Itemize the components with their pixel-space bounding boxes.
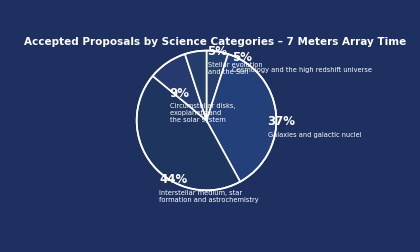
Text: Accepted Proposals by Science Categories – 7 Meters Array Time: Accepted Proposals by Science Categories… — [24, 37, 407, 47]
Text: Stellar evolution
and the Sun: Stellar evolution and the Sun — [208, 62, 262, 75]
Text: 5%: 5% — [232, 51, 252, 64]
Text: 44%: 44% — [159, 173, 187, 186]
Wedge shape — [207, 51, 228, 120]
Text: 9%: 9% — [170, 87, 190, 100]
Text: Cosmology and the high redshift universe: Cosmology and the high redshift universe — [232, 67, 372, 73]
Text: Circumstellar disks,
exoplanets and
the solar system: Circumstellar disks, exoplanets and the … — [170, 103, 236, 123]
Text: Galaxies and galactic nuclei: Galaxies and galactic nuclei — [268, 132, 362, 138]
Text: 5%: 5% — [207, 45, 228, 58]
Text: Interstellar medium, star
formation and astrochemistry: Interstellar medium, star formation and … — [159, 190, 259, 203]
Wedge shape — [153, 54, 207, 120]
Wedge shape — [136, 76, 240, 190]
Wedge shape — [185, 51, 207, 120]
Wedge shape — [207, 54, 276, 182]
Text: 37%: 37% — [268, 115, 296, 128]
